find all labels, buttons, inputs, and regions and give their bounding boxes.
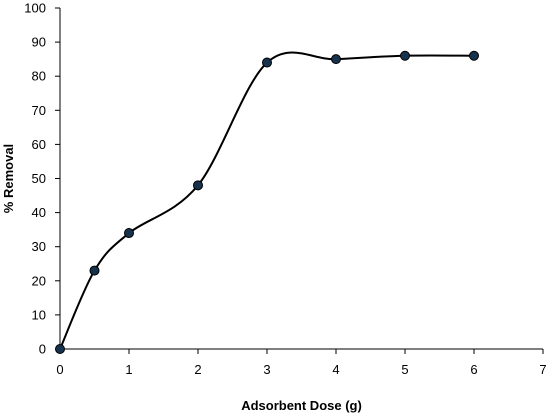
- data-points: [55, 50, 479, 354]
- data-point: [469, 50, 479, 61]
- series-line: [59, 51, 475, 350]
- data-point: [331, 54, 341, 65]
- data-point: [193, 180, 203, 191]
- y-tick-label: 60: [32, 137, 46, 152]
- y-tick-label: 10: [32, 307, 46, 322]
- y-tick-label: 20: [32, 273, 46, 288]
- x-tick-label: 6: [470, 362, 477, 377]
- x-tick-label: 4: [332, 362, 339, 377]
- y-tick-label: 0: [39, 342, 46, 357]
- y-tick-label: 50: [32, 171, 46, 186]
- y-axis-title: % Removal: [1, 144, 16, 213]
- x-tick-label: 2: [194, 362, 201, 377]
- x-tick-label: 7: [539, 362, 546, 377]
- data-point: [400, 50, 410, 61]
- x-tick-label: 3: [263, 362, 270, 377]
- x-tick-label: 5: [401, 362, 408, 377]
- y-tick-label: 30: [32, 239, 46, 254]
- y-tick-label: 90: [32, 35, 46, 50]
- x-tick-label: 1: [125, 362, 132, 377]
- data-point: [89, 265, 100, 276]
- y-tick-label: 100: [24, 1, 46, 16]
- data-point: [124, 228, 134, 239]
- x-ticks: 0 1 2 3 4 5 6 7: [56, 349, 547, 377]
- data-point: [55, 344, 65, 354]
- x-tick-label: 0: [56, 362, 63, 377]
- y-ticks: 0 10 20 30 40 50 60 70 80 90 100: [24, 1, 60, 357]
- y-tick-label: 80: [32, 69, 46, 84]
- y-tick-label: 70: [32, 103, 46, 118]
- data-point: [262, 57, 272, 68]
- y-tick-label: 40: [32, 205, 46, 220]
- x-axis-title: Adsorbent Dose (g): [241, 398, 362, 413]
